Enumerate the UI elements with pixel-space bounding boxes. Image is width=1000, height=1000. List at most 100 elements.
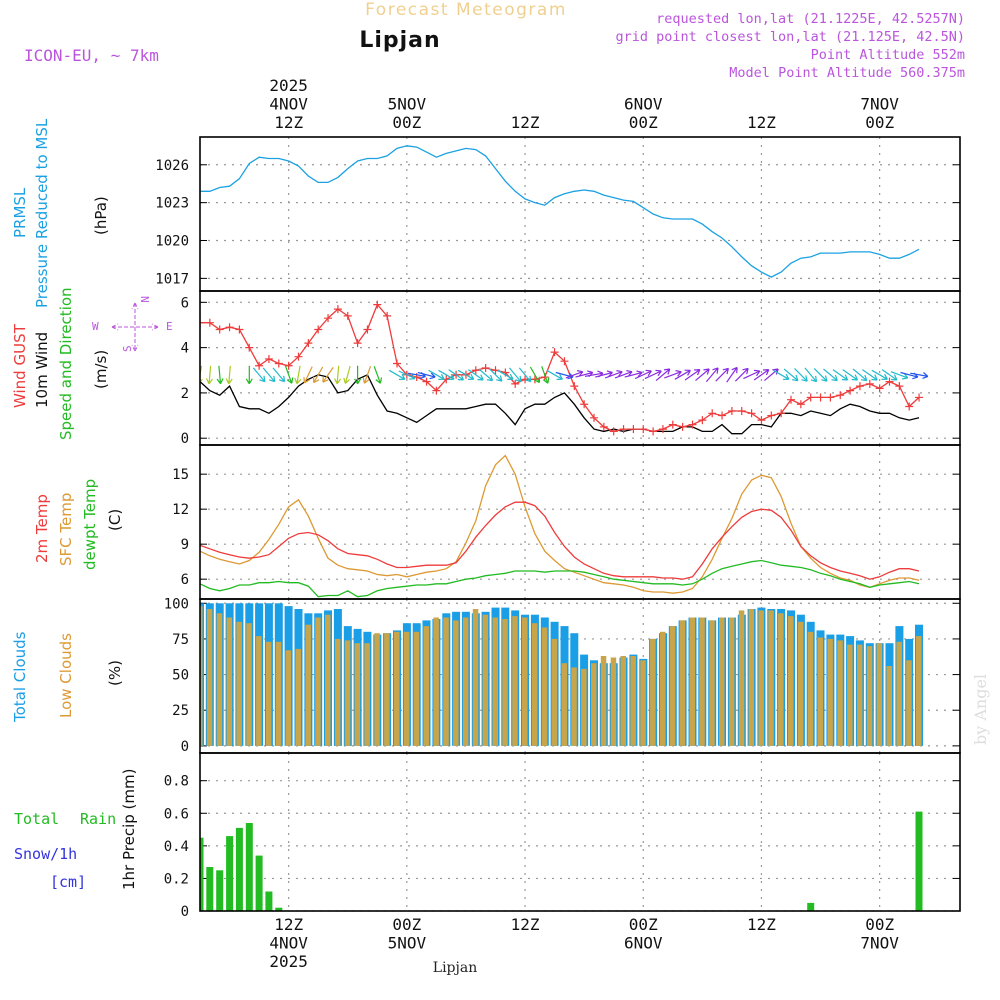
low-cloud-bar xyxy=(591,663,597,746)
gust-marker xyxy=(915,393,924,402)
rain-bar xyxy=(226,836,234,911)
low-cloud-bar xyxy=(906,660,912,746)
wind-arrow xyxy=(832,369,849,381)
prmsl-label: PRMSL xyxy=(11,187,29,238)
wind-arrow xyxy=(655,368,671,382)
gust-marker xyxy=(767,411,776,420)
y-tick-label: 1017 xyxy=(155,271,189,287)
low-cloud-bar xyxy=(768,610,774,746)
gust-marker xyxy=(698,416,707,425)
dewpt-line xyxy=(200,559,920,598)
gust-marker xyxy=(255,361,264,370)
y-tick-label: 12 xyxy=(172,502,189,518)
credit-watermark: by Angel xyxy=(971,674,990,745)
wind-arrow xyxy=(303,366,313,384)
low-cloud-bar xyxy=(325,614,331,746)
wind-arrow xyxy=(428,369,445,380)
wind-arrow xyxy=(823,368,838,382)
wind-arrow xyxy=(715,367,729,382)
low-cloud-bar xyxy=(236,621,242,746)
temp-2m-line xyxy=(200,501,920,580)
clouds-panel xyxy=(200,603,923,746)
gust-marker xyxy=(511,379,520,388)
y-tick-label: 75 xyxy=(172,632,189,648)
total-clouds-label: Total Clouds xyxy=(11,631,29,723)
wind-arrow xyxy=(604,370,623,379)
gust-marker xyxy=(885,377,894,386)
low-cloud-bar xyxy=(453,620,459,746)
top-time-label: 7NOV xyxy=(860,95,899,114)
low-cloud-bar xyxy=(679,620,686,746)
wind-speed-dir-label: Speed and Direction xyxy=(57,287,75,440)
gust-marker xyxy=(796,400,805,409)
low-cloud-bar xyxy=(650,638,656,746)
low-cloud-bar xyxy=(472,609,479,746)
gust-marker xyxy=(550,348,559,357)
rain-bar xyxy=(206,867,214,911)
wind-arrow xyxy=(468,369,484,381)
compass-n: N xyxy=(138,296,151,303)
low-cloud-bar xyxy=(738,610,745,746)
rain-bar xyxy=(255,855,263,911)
gust-marker xyxy=(314,325,323,334)
low-cloud-bar xyxy=(403,631,410,746)
wind-arrow xyxy=(813,367,828,382)
y-tick-label: 4 xyxy=(181,341,189,357)
rain-label: Rain xyxy=(80,810,116,828)
pressure-panel xyxy=(200,145,920,278)
bottom-time-label: 4NOV xyxy=(269,934,308,953)
gust-marker xyxy=(718,411,727,420)
low-cloud-bar xyxy=(354,643,361,746)
gust-marker xyxy=(777,409,786,418)
low-cloud-bar xyxy=(522,617,528,746)
wind-arrow xyxy=(334,365,341,385)
low-cloud-bar xyxy=(200,606,203,746)
top-time-label: 4NOV xyxy=(269,95,308,114)
temperature-panel xyxy=(200,454,920,598)
gust-marker xyxy=(708,409,717,418)
wind-arrow xyxy=(910,372,929,379)
low-cloud-bar xyxy=(630,656,636,746)
wind-arrow xyxy=(497,369,514,380)
low-cloud-bar xyxy=(817,637,823,746)
y-tick-label: 0 xyxy=(181,431,189,447)
wind-arrow xyxy=(624,370,643,378)
wind-arrow xyxy=(634,369,652,380)
top-time-label: 12Z xyxy=(747,113,776,132)
y-tick-label: 0.4 xyxy=(164,839,189,855)
y-tick-label: 2 xyxy=(181,386,189,402)
gust-marker xyxy=(836,391,845,400)
low-cloud-bar xyxy=(916,636,922,746)
low-cloud-bar xyxy=(876,643,883,746)
top-time-label: 12Z xyxy=(274,113,303,132)
clouds-unit: (%) xyxy=(106,660,124,686)
gust-marker xyxy=(580,400,589,409)
gust-marker xyxy=(422,377,431,386)
pressure-frame xyxy=(199,136,961,292)
low-cloud-bar xyxy=(285,650,292,746)
gust-marker xyxy=(432,386,441,395)
wind-arrow xyxy=(684,369,701,381)
gust-marker xyxy=(649,427,658,436)
location-title: Lipjan xyxy=(359,28,440,53)
wind-arrow xyxy=(285,366,294,384)
top-time-label: 00Z xyxy=(392,113,421,132)
gust-marker xyxy=(865,379,874,388)
low-cloud-bar xyxy=(206,609,213,746)
chart-title: Forecast Meteogram xyxy=(365,0,567,20)
low-cloud-bar xyxy=(660,631,666,746)
wind-arrow xyxy=(417,371,436,380)
temp-2m-label: 2m Temp xyxy=(33,494,51,563)
low-cloud-bar xyxy=(600,656,607,746)
y-tick-label: 25 xyxy=(172,703,189,719)
gust-marker xyxy=(363,325,372,334)
low-cloud-bar xyxy=(847,644,853,746)
wind-arrow xyxy=(773,369,790,380)
wind-speed-line xyxy=(200,373,920,435)
top-time-label: 00Z xyxy=(629,113,658,132)
gust-marker xyxy=(200,318,204,327)
low-cloud-bar xyxy=(462,617,469,746)
gust-marker xyxy=(678,422,687,431)
bottom-time-label: 12Z xyxy=(511,915,540,934)
